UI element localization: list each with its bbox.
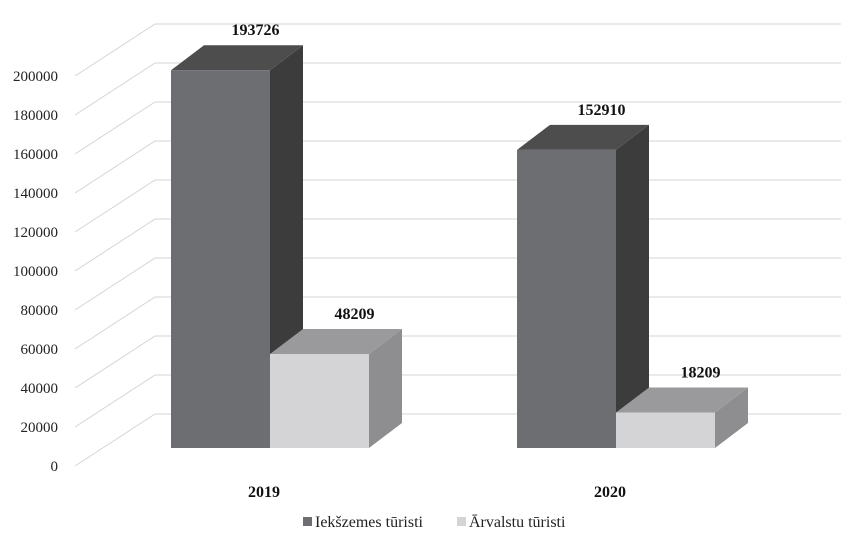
y-tick-label: 60000 [21, 342, 59, 358]
legend-label: Iekšzemes tūristi [315, 514, 424, 531]
legend-swatch [303, 517, 312, 526]
bar-side [715, 387, 748, 448]
bar-front [517, 149, 616, 448]
y-tick-label: 20000 [21, 420, 59, 436]
y-tick-label: 100000 [13, 264, 58, 280]
bar-top [171, 45, 303, 71]
gridline [74, 101, 841, 155]
bar-top [616, 387, 748, 413]
bar-side [616, 124, 649, 448]
gridline [74, 62, 841, 116]
data-label: 152910 [578, 102, 626, 119]
bar-1-2019 [270, 328, 402, 448]
data-label: 48209 [335, 306, 375, 323]
bar-1-2020 [616, 387, 748, 448]
data-labels: 193726 48209 152910 18209 [232, 22, 721, 381]
x-axis-categories: 2019 2020 [248, 484, 626, 501]
legend-item: Iekšzemes tūristi [303, 514, 424, 531]
bar-top [517, 124, 649, 150]
legend: Iekšzemes tūristi Ārvalstu tūristi [303, 514, 566, 531]
legend-swatch [457, 517, 466, 526]
y-tick-label: 180000 [13, 108, 58, 124]
legend-label: Ārvalstu tūristi [469, 514, 566, 531]
y-axis-ticks: 0 20000 40000 60000 80000 100000 120000 140000 1… [13, 69, 58, 475]
bar-top [270, 328, 402, 354]
y-tick-label: 0 [51, 459, 59, 475]
bar-front [270, 353, 369, 448]
x-category-label: 2019 [248, 484, 280, 501]
y-tick-label: 80000 [21, 303, 59, 319]
data-label: 18209 [681, 364, 721, 381]
data-label: 193726 [232, 22, 280, 39]
bars [171, 45, 748, 448]
bar-front [171, 70, 270, 448]
y-tick-label: 160000 [13, 147, 58, 163]
y-tick-label: 200000 [13, 69, 58, 85]
y-tick-label: 120000 [13, 225, 58, 241]
bar-front [616, 412, 715, 448]
bar-0-2020 [517, 124, 649, 448]
gridline [74, 23, 841, 77]
y-tick-label: 40000 [21, 381, 59, 397]
y-tick-label: 140000 [13, 186, 58, 202]
bar-side [369, 328, 402, 448]
legend-item: Ārvalstu tūristi [457, 514, 566, 531]
gridlines [74, 23, 841, 467]
x-category-label: 2020 [594, 484, 626, 501]
